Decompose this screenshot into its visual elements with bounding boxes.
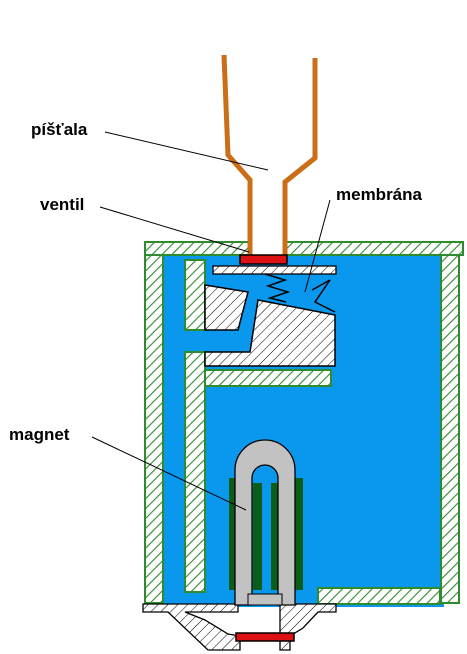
leader-membrana (304, 199, 331, 293)
membrane-plate (212, 265, 337, 275)
coil-4 (294, 478, 303, 590)
leader-magnet (91, 436, 247, 511)
housing (144, 241, 464, 605)
housing-top-right (284, 241, 464, 256)
pipe-left-wall (221, 54, 253, 258)
valve-body-left (204, 284, 249, 331)
bottom-valve-seat (235, 632, 295, 642)
valve-body-main (204, 299, 336, 367)
inner-left-upper (184, 259, 206, 331)
membrane-spring (311, 279, 336, 313)
coil-2 (253, 483, 262, 590)
base-right (279, 603, 337, 651)
leader-ventil (99, 206, 250, 253)
label-ventil: ventil (40, 195, 84, 214)
valve-plug (239, 254, 288, 265)
magnet-u (234, 439, 296, 606)
coils (229, 478, 303, 590)
housing-top-left (144, 241, 251, 256)
inner-left-lower (184, 351, 206, 593)
bottom-right-shelf (317, 587, 441, 605)
label-membrana: membrána (336, 185, 423, 204)
housing-left-wall (144, 254, 164, 604)
coil-3 (271, 483, 280, 590)
label-pistala: píšťala (31, 120, 88, 139)
pipe (221, 54, 318, 258)
housing-right-wall (440, 254, 460, 604)
membrane-zigzag (264, 273, 291, 303)
label-magnet: magnet (9, 425, 70, 444)
leader-lines (91, 131, 331, 511)
coil-1 (229, 478, 238, 590)
base-left (142, 603, 241, 651)
magnet-stem (247, 593, 283, 606)
seat-shelf (204, 369, 332, 387)
leader-pistala (104, 131, 269, 171)
pipe-right-wall (282, 58, 318, 258)
